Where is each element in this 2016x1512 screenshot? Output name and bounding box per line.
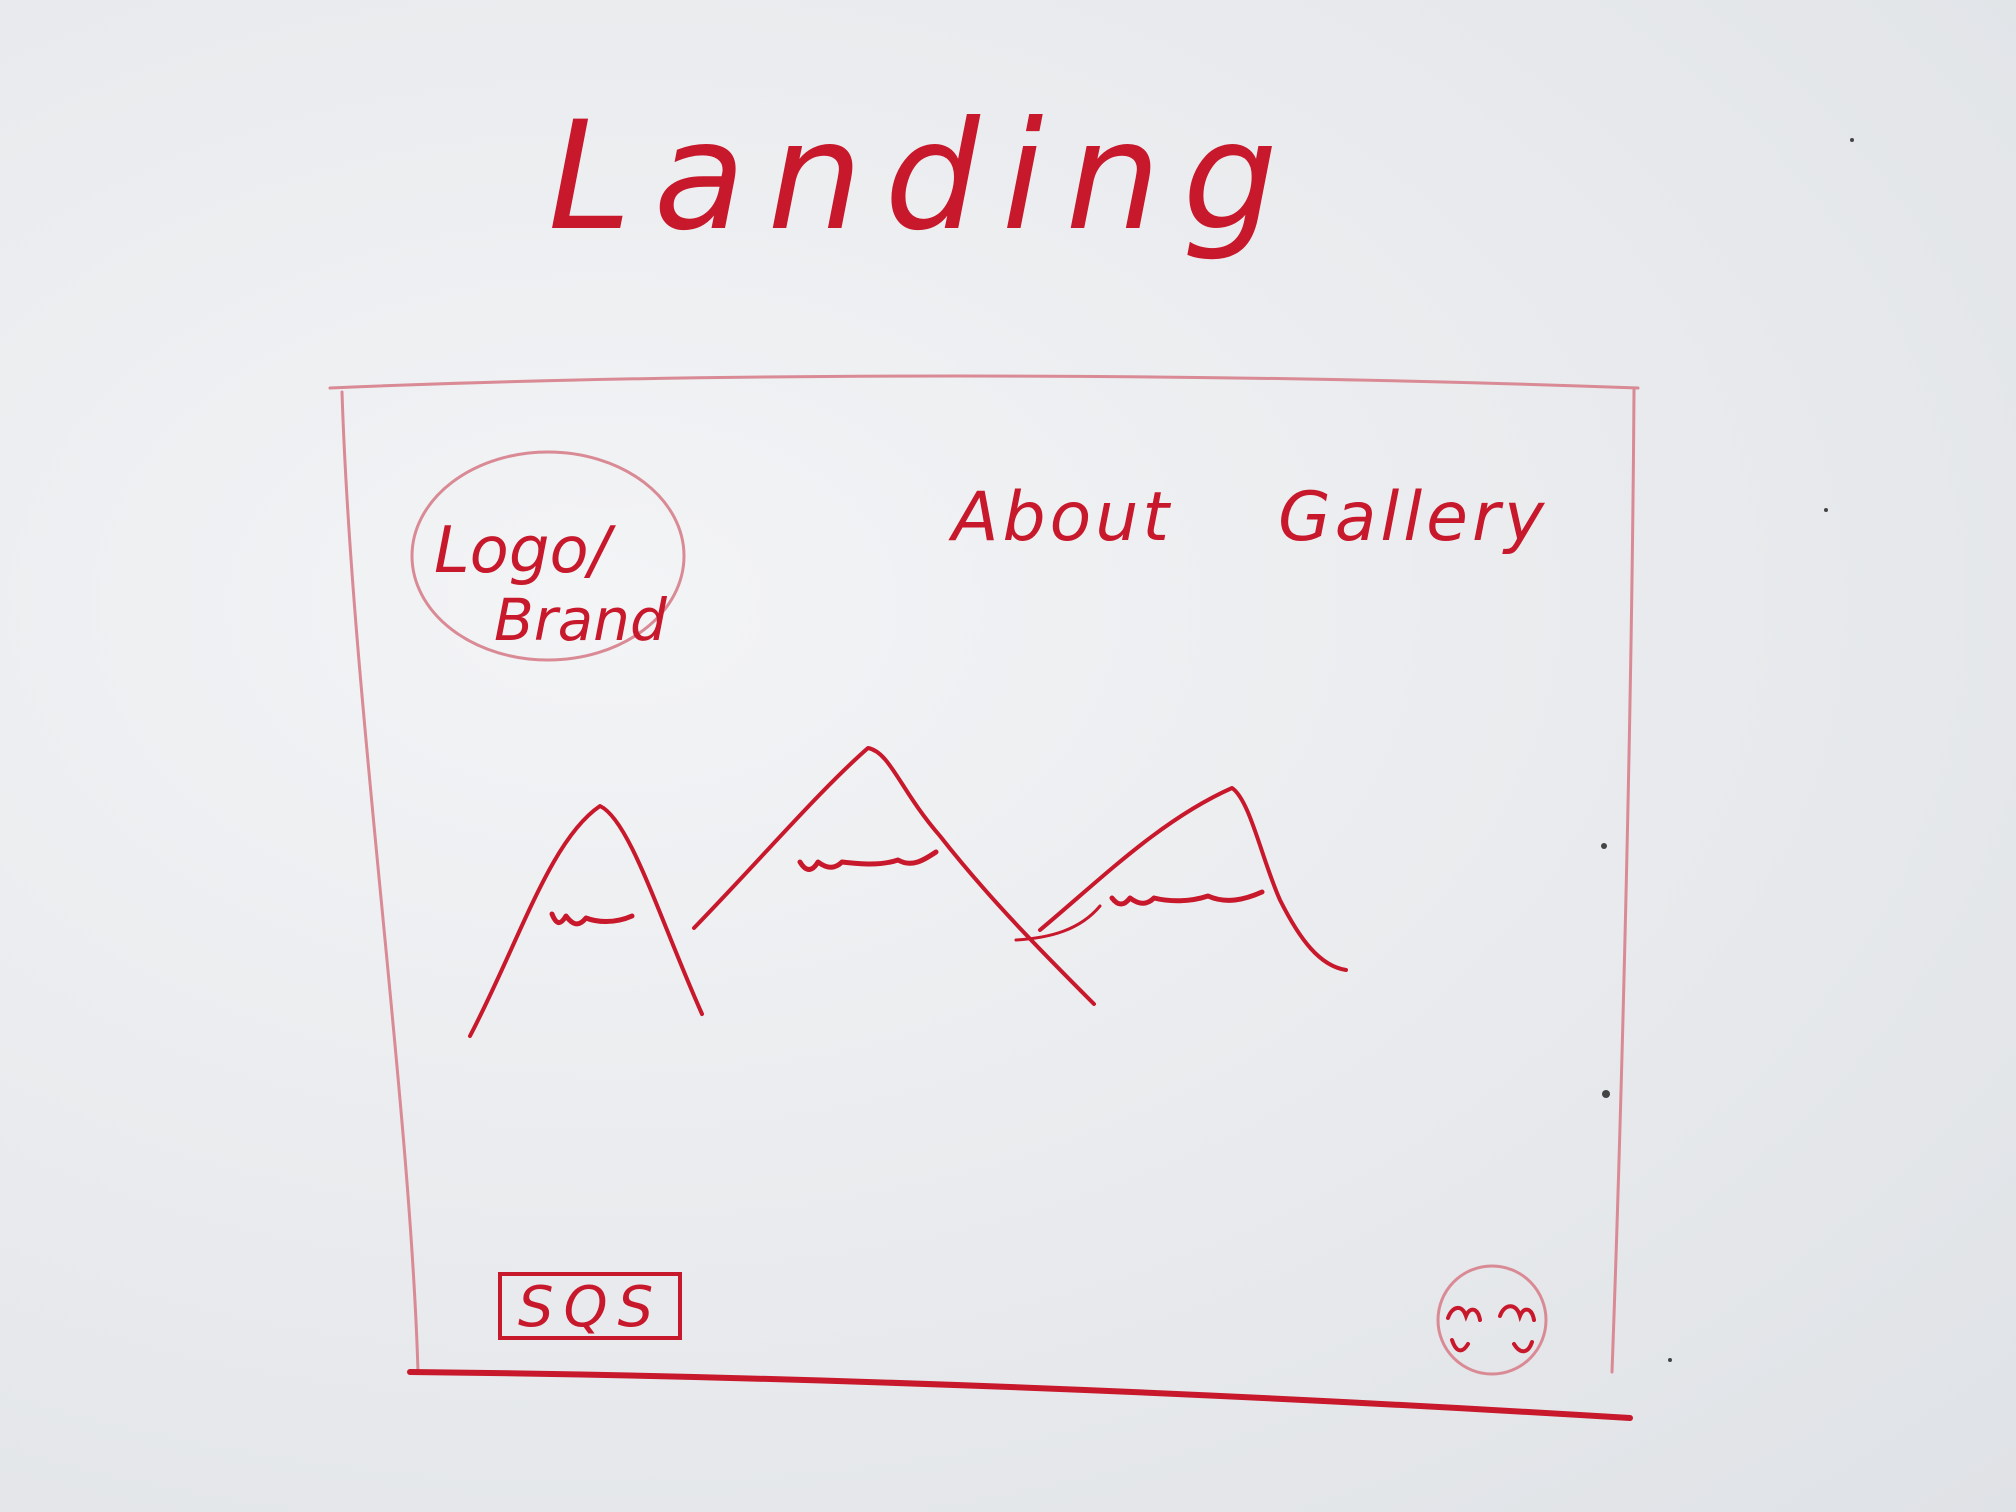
footer-badge[interactable]: SQS — [498, 1272, 682, 1340]
mountains-icon — [468, 746, 1348, 1038]
page-bottom-edge — [407, 1369, 1633, 1421]
logo-circle — [410, 450, 686, 662]
logo-brand[interactable]: Logo/ Brand — [410, 450, 686, 662]
avatar-icon[interactable] — [1436, 1264, 1548, 1376]
nav-about-link[interactable]: About — [948, 478, 1173, 557]
logo-text-line2: Brand — [494, 586, 668, 654]
footer-badge-label: SQS — [518, 1275, 663, 1340]
logo-text-line1: Logo/ — [434, 514, 617, 588]
page-frame — [328, 374, 1640, 1374]
nav-gallery-link[interactable]: Gallery — [1278, 478, 1548, 557]
board-smudges — [1601, 138, 1854, 1362]
page-title: Landing — [548, 90, 1300, 264]
footer-badge-box — [498, 1272, 682, 1340]
